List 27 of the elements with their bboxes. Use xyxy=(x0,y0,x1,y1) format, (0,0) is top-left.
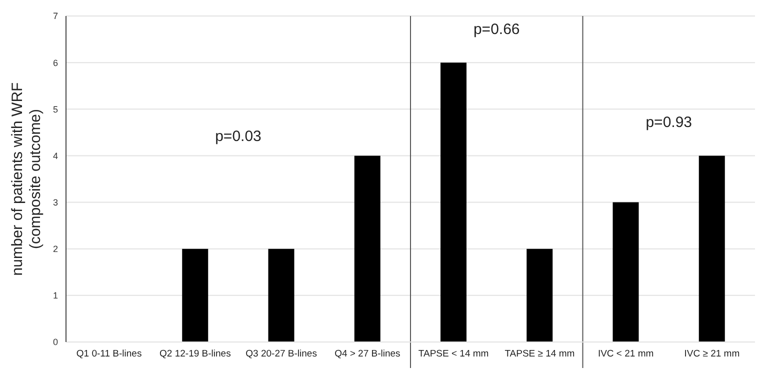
x-tick-label: TAPSE < 14 mm xyxy=(418,348,489,360)
bar xyxy=(440,62,466,342)
y-tick-label: 4 xyxy=(52,150,58,161)
x-tick-label: TAPSE ≥ 14 mm xyxy=(504,348,575,360)
x-tick-label: IVC ≥ 21 mm xyxy=(684,348,740,360)
bar xyxy=(182,248,208,342)
y-tick-label: 3 xyxy=(52,197,58,208)
bar xyxy=(698,156,725,342)
bar xyxy=(612,202,639,342)
x-tick-label: IVC < 21 mm xyxy=(598,348,654,360)
y-tick-label: 6 xyxy=(52,58,58,68)
annotation: p=0.93 xyxy=(646,114,692,132)
y-tick-label: 2 xyxy=(52,244,58,254)
y-tick-label: 5 xyxy=(52,104,58,114)
x-tick-label: Q2 12-19 B-lines xyxy=(160,348,232,360)
annotation: p=0.66 xyxy=(473,20,520,38)
x-tick-label: Q3 20-27 B-lines xyxy=(246,348,318,360)
bar xyxy=(526,248,553,342)
y-tick-label: 0 xyxy=(52,337,58,348)
y-axis-title: number of patients with WRF (composite outcome) xyxy=(9,82,44,276)
bar xyxy=(354,156,380,342)
x-tick-label: Q4 > 27 B-lines xyxy=(334,348,401,360)
y-tick-label: 1 xyxy=(52,290,58,301)
y-tick-label: 7 xyxy=(52,11,58,22)
x-tick-label: Q1 0-11 B-lines xyxy=(76,348,142,360)
bar xyxy=(268,248,294,342)
annotation: p=0.03 xyxy=(215,128,262,146)
